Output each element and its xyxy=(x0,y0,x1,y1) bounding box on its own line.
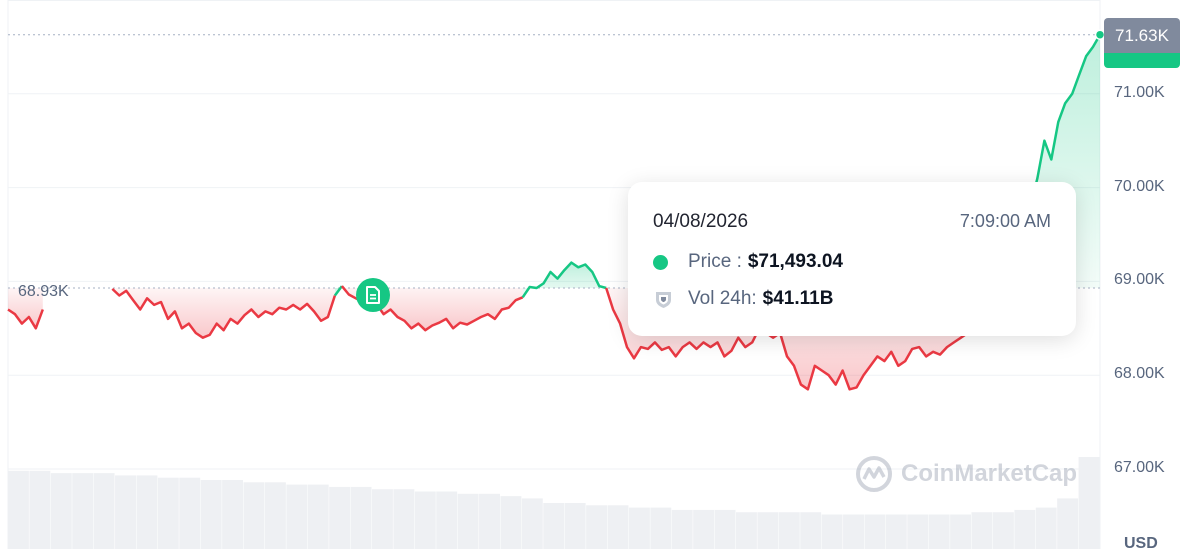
volume-bar xyxy=(307,484,329,549)
document-icon xyxy=(366,286,380,304)
y-tick-label: 70.00K xyxy=(1114,177,1165,195)
volume-bar xyxy=(136,475,158,549)
coinmarketcap-logo-icon xyxy=(856,456,892,492)
tooltip-time: 7:09:00 AM xyxy=(959,211,1051,231)
volume-bar xyxy=(928,514,950,549)
volume-bar xyxy=(1014,509,1036,549)
coinmarketcap-watermark: CoinMarketCap xyxy=(855,455,1077,493)
volume-bar xyxy=(564,503,586,549)
volume-bar xyxy=(1057,498,1079,549)
volume-bar xyxy=(479,493,500,549)
volume-bar xyxy=(372,489,393,549)
area-fill-up xyxy=(522,262,607,298)
price-line-down xyxy=(111,287,337,339)
volume-bar xyxy=(72,473,94,549)
volume-bar xyxy=(179,477,201,549)
tooltip-price-label: Price : xyxy=(688,251,742,272)
area-fill-down xyxy=(112,287,335,338)
volume-bar xyxy=(115,475,136,549)
volume-bar xyxy=(907,514,929,549)
volume-bar xyxy=(329,486,351,549)
price-change-indicator xyxy=(1104,53,1180,68)
current-price-badge: 71.63K xyxy=(1104,18,1180,68)
price-line-up xyxy=(521,261,607,299)
watermark-text: CoinMarketCap xyxy=(901,460,1078,487)
reference-price-label: 68.93K xyxy=(18,283,69,300)
y-tick-label: 71.00K xyxy=(1114,83,1165,101)
volume-bar xyxy=(436,491,458,549)
volume-bar xyxy=(950,514,972,549)
volume-bar xyxy=(864,514,886,549)
volume-bar xyxy=(200,480,222,549)
volume-bar xyxy=(843,514,864,549)
price-dot-icon xyxy=(653,254,668,270)
news-marker[interactable] xyxy=(356,278,390,312)
volume-bar xyxy=(650,507,672,549)
volume-bar xyxy=(757,512,779,549)
volume-bar xyxy=(586,505,608,549)
tooltip-volume-row: Vol 24h: $41.11B xyxy=(653,288,833,310)
y-tick-label: 67.00K xyxy=(1114,459,1165,476)
volume-bar xyxy=(264,482,286,549)
volume-bar xyxy=(971,512,993,549)
volume-bar xyxy=(778,512,800,549)
volume-bar xyxy=(457,493,479,549)
area-fill-down xyxy=(8,287,43,329)
volume-bar xyxy=(736,512,757,549)
hover-tooltip: 04/08/2026 7:09:00 AM Price : $71,493.04… xyxy=(628,182,1076,336)
volume-bar xyxy=(243,482,265,549)
tooltip-volume-label: Vol 24h: xyxy=(688,288,757,309)
volume-bar xyxy=(350,486,372,549)
volume-bar xyxy=(714,509,736,549)
price-line-up xyxy=(333,285,343,297)
tooltip-price-value: $71,493.04 xyxy=(747,251,843,272)
tooltip-price-row: Price : $71,493.04 xyxy=(653,251,843,273)
volume-bar xyxy=(693,509,715,549)
volume-bar xyxy=(671,509,693,549)
currency-unit: USD xyxy=(1124,535,1158,552)
volume-bar xyxy=(992,512,1014,549)
volume-bar xyxy=(157,477,179,549)
volume-bars xyxy=(8,457,1100,549)
tooltip-volume-value: $41.11B xyxy=(762,288,834,309)
volume-bar xyxy=(414,491,436,549)
volume-bar xyxy=(628,507,650,549)
volume-bar xyxy=(500,496,522,549)
volume-bar xyxy=(50,473,72,549)
volume-bar xyxy=(8,470,29,549)
volume-bar xyxy=(93,473,115,549)
current-price-label: 71.63K xyxy=(1104,18,1180,53)
volume-bar xyxy=(543,503,565,549)
volume-bar xyxy=(286,484,308,549)
price-line-down xyxy=(605,287,990,391)
tooltip-date: 04/08/2026 xyxy=(653,211,749,232)
volume-bar xyxy=(607,505,629,549)
y-tick-label: 68.00K xyxy=(1114,365,1165,383)
volume-bar xyxy=(800,512,822,549)
volume-bar xyxy=(885,514,907,549)
volume-bar xyxy=(1078,457,1100,549)
volume-bar xyxy=(821,514,843,549)
volume-shield-icon xyxy=(656,291,671,308)
volume-bar xyxy=(521,498,543,549)
volume-bar xyxy=(1035,507,1057,549)
volume-bar xyxy=(222,480,244,549)
price-line-down xyxy=(7,308,44,330)
volume-bar xyxy=(393,489,415,549)
y-tick-label: 69.00K xyxy=(1114,271,1165,289)
volume-bar xyxy=(29,470,51,549)
